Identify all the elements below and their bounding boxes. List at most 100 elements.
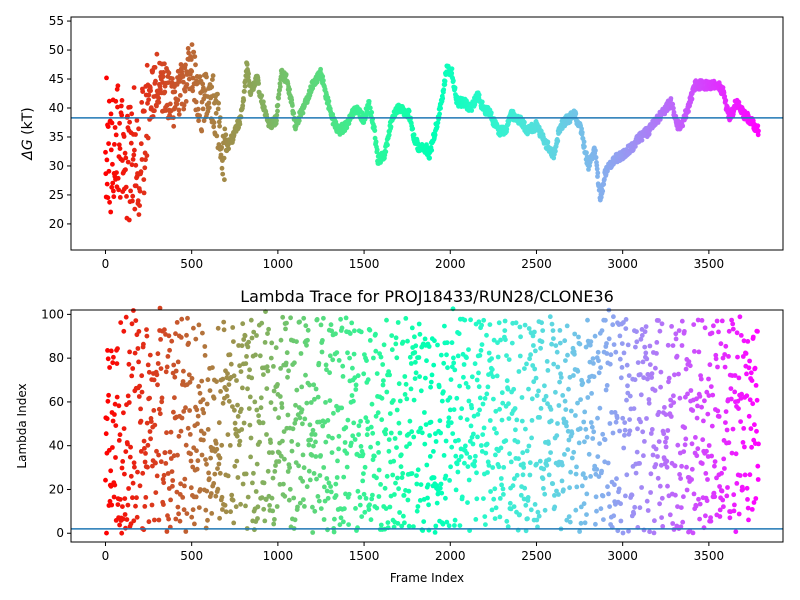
lambda-point	[736, 406, 741, 411]
lambda-point	[128, 521, 134, 527]
delta-g-point	[385, 142, 390, 148]
lambda-point	[492, 426, 497, 432]
delta-g-point	[222, 126, 228, 132]
lambda-point	[173, 368, 179, 374]
lambda-point	[230, 497, 236, 503]
lambda-point	[586, 378, 591, 384]
lambda-point	[695, 403, 700, 409]
lambda-point	[622, 432, 627, 438]
lambda-point	[431, 362, 437, 368]
lambda-point	[195, 421, 200, 427]
lambda-point	[409, 429, 415, 435]
delta-g-points	[103, 42, 761, 223]
delta-g-y-axis-label: ΔG (kT)	[20, 107, 36, 160]
delta-g-point	[172, 89, 178, 95]
lambda-point	[329, 328, 335, 334]
delta-g-point	[406, 108, 412, 114]
lambda-point	[158, 337, 164, 342]
lambda-point	[336, 446, 341, 452]
lambda-point	[264, 432, 269, 437]
lambda-point	[512, 406, 518, 411]
lambda-point	[361, 371, 367, 377]
lambda-point	[652, 388, 658, 393]
lambda-point	[729, 317, 734, 323]
lambda-point	[219, 442, 225, 448]
lambda-point	[416, 321, 422, 327]
delta-g-point	[130, 193, 136, 199]
lambda-point	[166, 333, 172, 339]
lambda-point	[467, 455, 473, 460]
lambda-point	[571, 449, 577, 455]
lambda-point	[219, 494, 225, 500]
lambda-point	[212, 471, 218, 477]
delta-g-point	[595, 174, 600, 179]
lambda-point	[501, 465, 507, 470]
lambda-point	[306, 468, 312, 474]
lambda-point	[290, 426, 296, 432]
lambda-point	[673, 331, 679, 337]
lambda-point	[694, 396, 699, 402]
lambda-point	[220, 507, 225, 512]
lambda-point	[522, 366, 527, 371]
lambda-point	[225, 473, 231, 479]
lambda-point	[651, 530, 657, 536]
lambda-x-axis-label: Frame Index	[390, 571, 464, 585]
lambda-point	[706, 443, 712, 448]
lambda-point	[277, 482, 283, 487]
lambda-point	[622, 427, 628, 433]
lambda-point	[524, 448, 530, 454]
lambda-point	[678, 476, 683, 481]
lambda-point	[132, 464, 137, 470]
lambda-point	[200, 330, 205, 336]
lambda-point	[330, 435, 335, 441]
lambda-point	[324, 476, 330, 481]
lambda-point	[287, 486, 293, 492]
lambda-point	[239, 343, 245, 349]
lambda-point	[554, 488, 559, 494]
lambda-point	[589, 391, 594, 396]
lambda-point	[438, 430, 443, 436]
delta-g-point	[242, 83, 248, 89]
lambda-point	[511, 386, 517, 392]
lambda-point	[668, 403, 674, 409]
lambda-point	[289, 439, 295, 444]
lambda-point	[155, 382, 160, 388]
delta-g-point	[668, 96, 674, 101]
lambda-point	[627, 393, 633, 399]
delta-g-point	[109, 184, 115, 190]
lambda-point	[163, 461, 169, 466]
lambda-point	[335, 458, 340, 464]
lambda-point	[748, 370, 754, 376]
lambda-point	[742, 444, 747, 450]
lambda-point	[175, 359, 181, 365]
delta-g-point	[111, 188, 116, 194]
lambda-point	[193, 336, 199, 342]
lambda-point	[749, 444, 754, 450]
lambda-point	[135, 346, 141, 351]
lambda-point	[394, 355, 400, 361]
delta-g-point	[314, 79, 320, 85]
delta-g-axes-frame	[70, 16, 784, 251]
lambda-point	[201, 431, 207, 436]
lambda-point	[533, 348, 538, 354]
lambda-point	[578, 520, 584, 526]
lambda-point	[648, 471, 654, 477]
lambda-point	[468, 317, 473, 323]
lambda-point	[607, 504, 612, 509]
lambda-point	[147, 429, 153, 434]
lambda-point	[646, 400, 652, 406]
lambda-point	[592, 333, 598, 339]
lambda-point	[203, 507, 209, 513]
lambda-point	[380, 382, 386, 388]
lambda-point	[446, 415, 452, 421]
lambda-point	[659, 495, 665, 501]
lambda-point	[104, 416, 110, 422]
lambda-point	[414, 473, 419, 478]
lambda-point	[708, 518, 714, 524]
lambda-point	[234, 378, 239, 383]
lambda-point	[584, 512, 589, 517]
delta-g-point	[756, 128, 761, 134]
lambda-point	[170, 478, 176, 483]
lambda-point	[297, 415, 303, 421]
lambda-point	[242, 333, 248, 339]
